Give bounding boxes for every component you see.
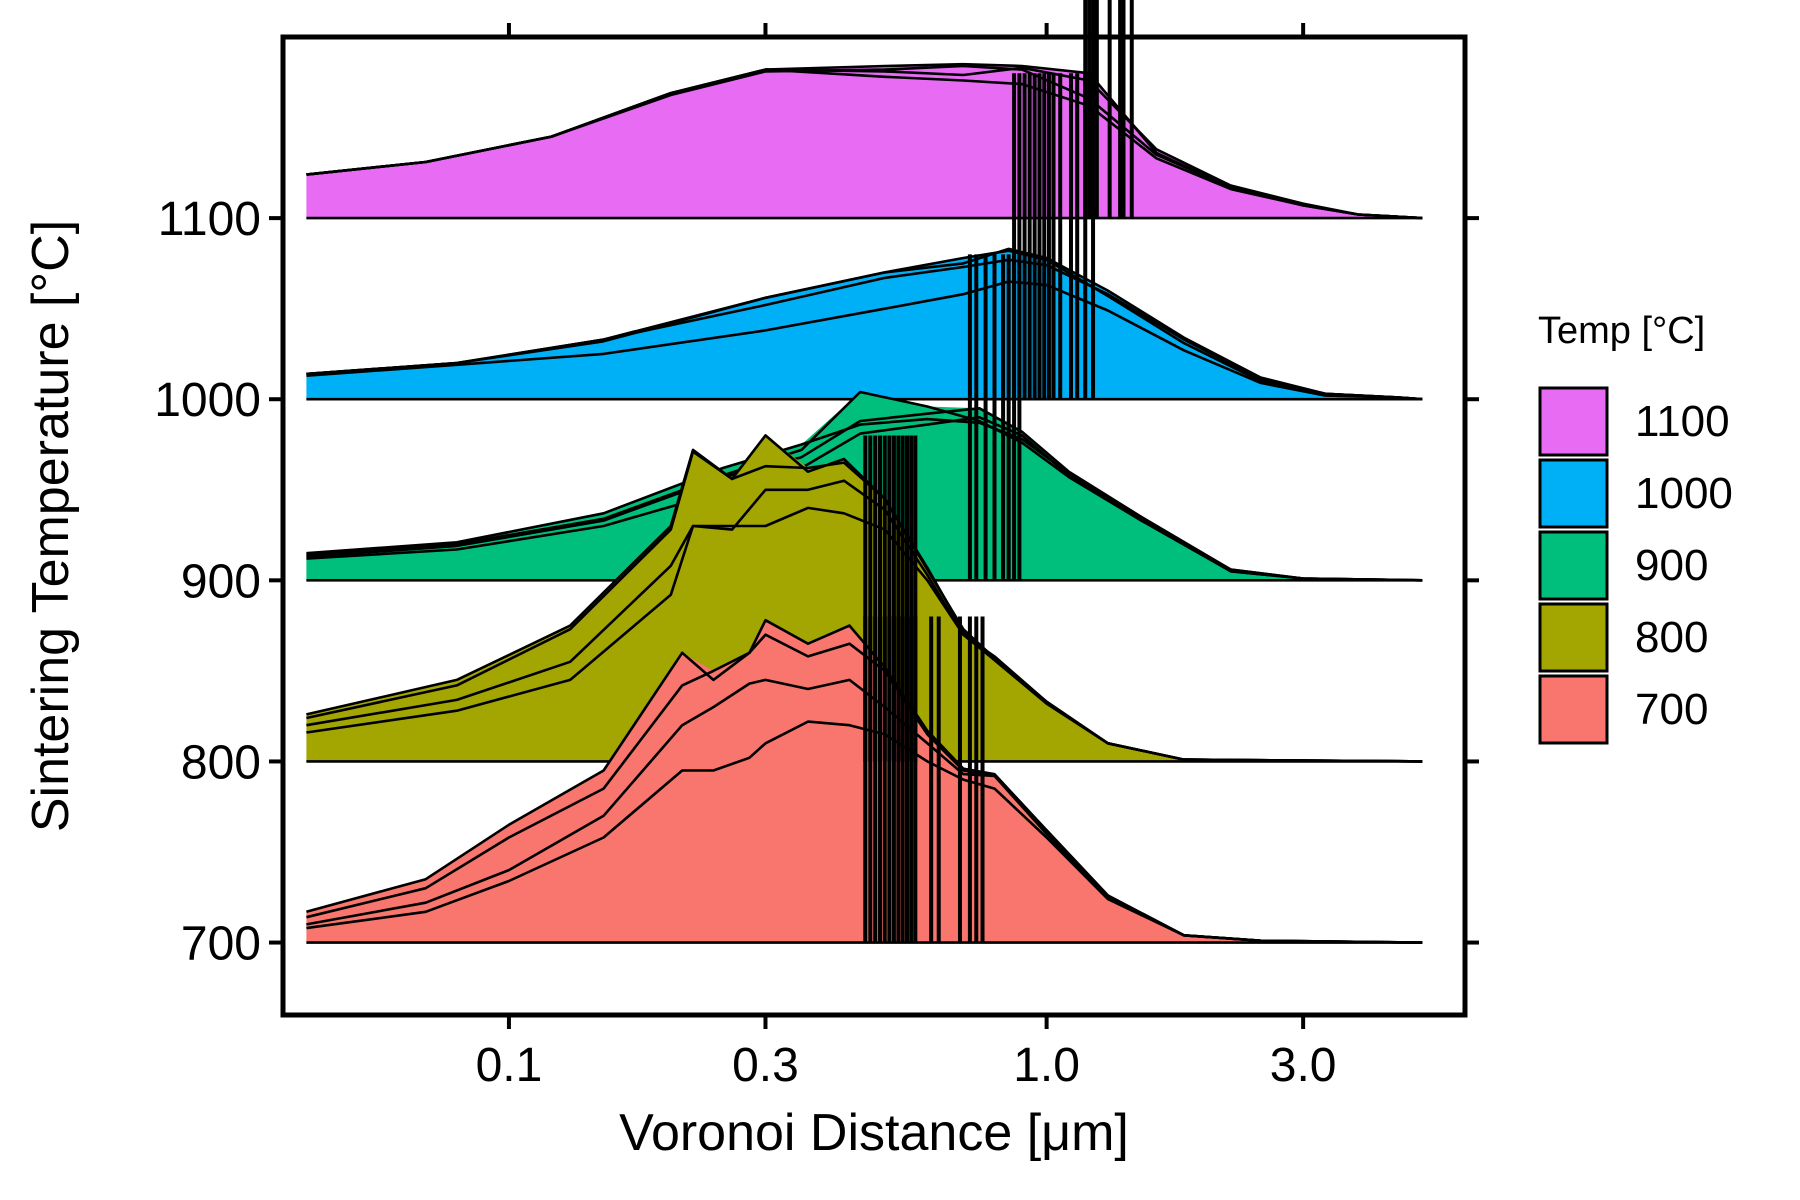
ridge-fill-1000: [306, 248, 1423, 400]
legend-swatch-800: [1538, 602, 1609, 673]
density-line-700-3: [306, 678, 1423, 944]
rug-layer: [863, 0, 1134, 943]
y-tick-label: 900: [181, 555, 261, 608]
legend-swatch-700: [1538, 674, 1609, 745]
y-axis-title: Sintering Temperature [°C]: [22, 220, 80, 832]
legend-label-1000: 1000: [1635, 469, 1733, 518]
x-axis-title: Voronoi Distance [μm]: [619, 1104, 1129, 1162]
ridge-1100: [306, 62, 1423, 220]
x-tick-label: 0.1: [476, 1039, 543, 1092]
x-axis: 0.1 0.3 1.0 3.0: [476, 23, 1337, 1092]
density-line-900-4: [306, 416, 1423, 582]
legend-label-900: 900: [1635, 541, 1708, 590]
y-tick-label: 1100: [158, 193, 261, 246]
y-tick-label: 800: [181, 736, 261, 789]
density-line-1100-4: [306, 62, 1423, 220]
density-line-1000-4: [306, 280, 1423, 401]
density-line-1000-3: [306, 247, 1423, 401]
legend-label-800: 800: [1635, 613, 1708, 662]
x-tick-label: 1.0: [1013, 1039, 1080, 1092]
y-axis: 700 800 900 1000 1100: [154, 193, 1479, 971]
legend-label-700: 700: [1635, 685, 1708, 734]
y-tick-label: 700: [181, 918, 261, 971]
y-tick-label: 1000: [154, 374, 261, 427]
legend-swatch-1000: [1538, 458, 1609, 529]
ridge-1000: [306, 247, 1423, 401]
density-line-800-4: [306, 506, 1423, 763]
legend-swatch-1100: [1538, 386, 1609, 457]
x-tick-label: 0.3: [732, 1039, 799, 1092]
legend-title: Temp [°C]: [1538, 310, 1705, 352]
x-tick-label: 3.0: [1270, 1039, 1337, 1092]
density-line-700-4: [306, 720, 1423, 944]
plot-panel-border: [280, 34, 1468, 1018]
legend: Temp [°C] 1100 1000 900 800 700: [1538, 310, 1733, 745]
legend-swatch-900: [1538, 530, 1609, 601]
ridge-fill-1100: [306, 64, 1423, 219]
density-line-900-2: [306, 390, 1423, 582]
legend-label-1100: 1100: [1635, 397, 1730, 446]
